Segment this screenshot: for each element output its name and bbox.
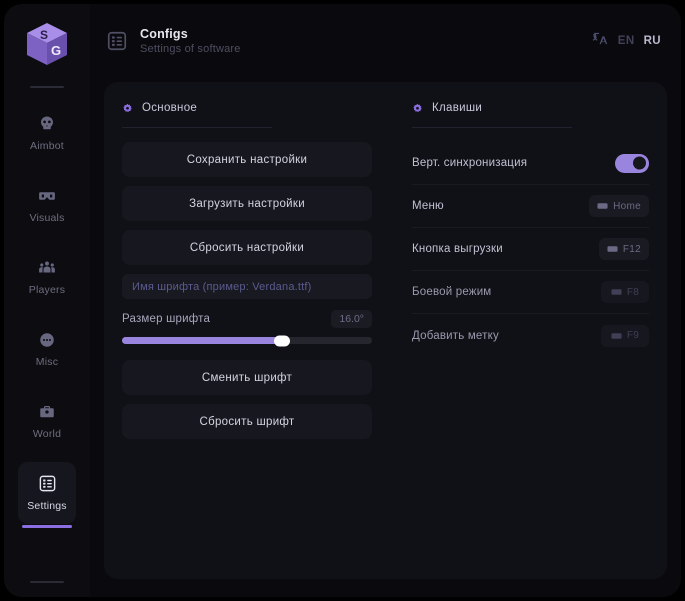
keybind-badge-unload[interactable]: F12 <box>598 238 649 260</box>
keybind-key: Home <box>613 200 641 212</box>
row-combat-mode-key: Боевой режим F8 <box>412 271 649 314</box>
sidebar-item-settings[interactable]: Settings <box>18 462 76 528</box>
keybind-label: Кнопка выгрузки <box>412 243 503 255</box>
lang-option-ru[interactable]: RU <box>643 35 661 47</box>
change-font-button[interactable]: Сменить шрифт <box>122 360 372 395</box>
briefcase-icon <box>38 403 56 421</box>
panel-main-settings: Основное Сохранить настройки Загрузить н… <box>104 82 390 579</box>
panel-rule <box>412 127 572 128</box>
vsync-toggle[interactable] <box>615 153 649 173</box>
panel-title: Клавиши <box>432 102 483 114</box>
keybind-badge-add-marker[interactable]: F9 <box>601 324 649 347</box>
sidebar: S G Aimbot Visuals <box>4 4 90 597</box>
page-subtitle: Settings of software <box>140 43 241 55</box>
load-settings-button[interactable]: Загрузить настройки <box>122 186 372 221</box>
font-size-slider[interactable] <box>122 335 372 346</box>
sg-cube-logo-icon[interactable]: S G <box>22 18 72 70</box>
svg-text:G: G <box>51 43 61 58</box>
language-switcher: EN RU <box>592 30 661 52</box>
slider-thumb[interactable] <box>274 335 290 346</box>
sidebar-divider-top <box>30 86 64 88</box>
row-unload-key: Кнопка выгрузки F12 <box>412 228 649 271</box>
slider-fill <box>122 337 282 344</box>
keyboard-icon <box>597 203 608 209</box>
font-size-label: Размер шрифта <box>122 313 211 325</box>
font-size-row: Размер шрифта 16.0° <box>122 310 372 328</box>
sidebar-item-label: Players <box>28 283 66 296</box>
sidebar-item-world[interactable]: World <box>18 390 76 452</box>
row-add-marker-key: Добавить метку F9 <box>412 314 649 357</box>
keyboard-icon <box>611 289 622 295</box>
list-document-icon <box>106 30 128 52</box>
sidebar-divider-bottom <box>30 581 64 583</box>
page-title: Configs <box>140 27 188 41</box>
translate-icon[interactable] <box>592 30 609 52</box>
sidebar-item-label: Misc <box>35 355 59 368</box>
dots-icon <box>38 331 56 349</box>
keybind-key: F8 <box>626 286 640 298</box>
skull-icon <box>38 115 56 133</box>
panel-keybinds: Клавиши Верт. синхронизация Меню Home <box>390 82 667 579</box>
goggles-icon <box>38 187 56 205</box>
reset-settings-button[interactable]: Сбросить настройки <box>122 230 372 265</box>
content-card: Основное Сохранить настройки Загрузить н… <box>104 82 667 579</box>
font-name-input[interactable]: Имя шрифта (пример: Verdana.ttf) <box>122 274 372 299</box>
people-icon <box>38 259 56 277</box>
list-icon <box>38 474 57 493</box>
keybind-label: Меню <box>412 200 444 212</box>
gear-dot-icon <box>412 103 423 114</box>
reset-font-button[interactable]: Сбросить шрифт <box>122 404 372 439</box>
row-vsync: Верт. синхронизация <box>412 142 649 185</box>
keybind-key: F12 <box>622 243 641 255</box>
row-menu-key: Меню Home <box>412 185 649 228</box>
sidebar-item-label: Aimbot <box>30 139 64 152</box>
keyboard-icon <box>607 246 618 252</box>
save-settings-button[interactable]: Сохранить настройки <box>122 142 372 177</box>
sidebar-item-label: World <box>32 427 62 440</box>
keybind-label: Боевой режим <box>412 286 492 298</box>
header: Configs Settings of software EN RU <box>90 4 681 78</box>
keybind-badge-menu[interactable]: Home <box>589 195 649 217</box>
sidebar-item-misc[interactable]: Misc <box>18 318 76 380</box>
svg-text:S: S <box>40 28 48 42</box>
sidebar-item-visuals[interactable]: Visuals <box>18 174 76 236</box>
keybind-label: Добавить метку <box>412 329 499 342</box>
keybind-badge-combat-mode[interactable]: F8 <box>601 281 649 303</box>
panel-rule <box>122 127 272 128</box>
lang-option-en[interactable]: EN <box>617 35 635 47</box>
panel-header-keys: Клавиши <box>412 102 649 114</box>
sidebar-item-label: Visuals <box>29 211 65 224</box>
panel-title: Основное <box>142 102 198 114</box>
panel-header-main: Основное <box>122 102 372 114</box>
sidebar-nav: Aimbot Visuals <box>4 102 90 534</box>
vsync-label: Верт. синхронизация <box>412 157 528 169</box>
sidebar-item-players[interactable]: Players <box>18 246 76 308</box>
font-size-value: 16.0° <box>331 310 372 328</box>
sidebar-item-label: Settings <box>27 500 67 512</box>
keyboard-icon <box>611 332 622 339</box>
app-window: S G Aimbot Visuals <box>4 4 681 597</box>
keybind-key: F9 <box>626 330 640 341</box>
sidebar-item-aimbot[interactable]: Aimbot <box>18 102 76 164</box>
gear-dot-icon <box>122 103 133 114</box>
header-texts: Configs Settings of software <box>140 27 241 55</box>
main-area: Configs Settings of software EN RU <box>90 4 681 597</box>
